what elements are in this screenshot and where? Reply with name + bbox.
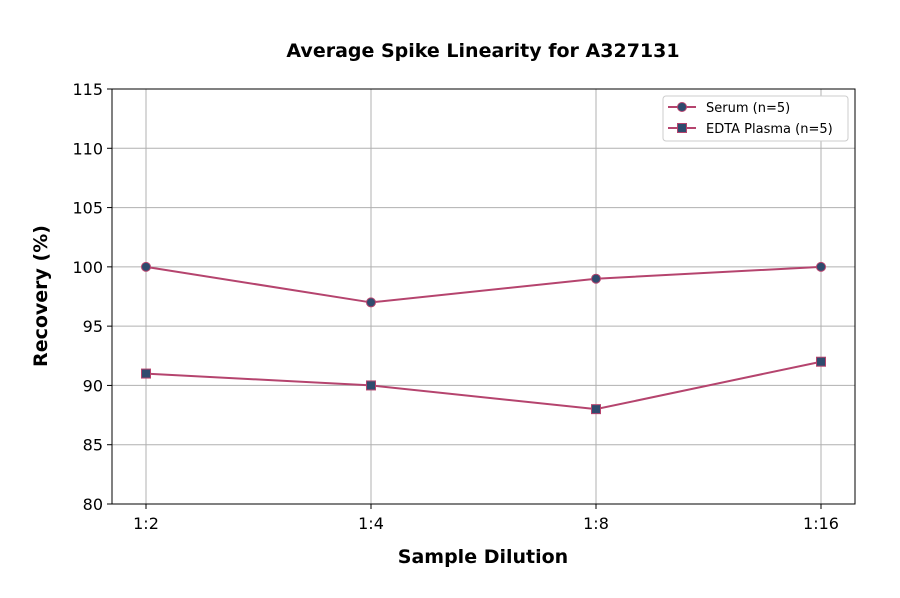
x-tick-label: 1:2 [133, 514, 159, 533]
series-line-edta [145, 360, 822, 411]
data-point [591, 404, 601, 415]
plot-frame [111, 88, 856, 505]
y-tick-label: 95 [83, 317, 103, 336]
data-point [366, 380, 376, 391]
y-axis-label: Recovery (%) [30, 225, 52, 367]
y-tick-label: 105 [72, 199, 103, 218]
data-point [141, 261, 151, 272]
y-tick-label: 115 [72, 80, 103, 99]
y-tick-label: 100 [72, 258, 103, 277]
x-tick-label: 1:4 [358, 514, 384, 533]
chart-title: Average Spike Linearity for A327131 [286, 40, 679, 62]
y-tick-label: 85 [83, 436, 103, 455]
y-tick-label: 90 [83, 376, 103, 395]
data-point [591, 273, 601, 284]
data-point [366, 297, 376, 308]
legend-marker [677, 123, 687, 133]
legend: Serum (n=5) EDTA Plasma (n=5) [662, 95, 849, 142]
data-point [816, 356, 826, 367]
legend-box [662, 95, 849, 142]
legend-label: EDTA Plasma (n=5) [706, 122, 833, 137]
x-tick-label: 1:8 [583, 514, 609, 533]
legend-label: Serum (n=5) [706, 101, 790, 116]
data-point [816, 261, 826, 272]
x-axis-label: Sample Dilution [398, 546, 568, 568]
series-line-serum [145, 265, 822, 304]
legend-marker [677, 102, 687, 112]
y-tick-label: 80 [83, 495, 103, 514]
y-tick-label: 110 [72, 139, 103, 158]
data-point [141, 368, 151, 379]
x-tick-label: 1:16 [803, 514, 839, 533]
